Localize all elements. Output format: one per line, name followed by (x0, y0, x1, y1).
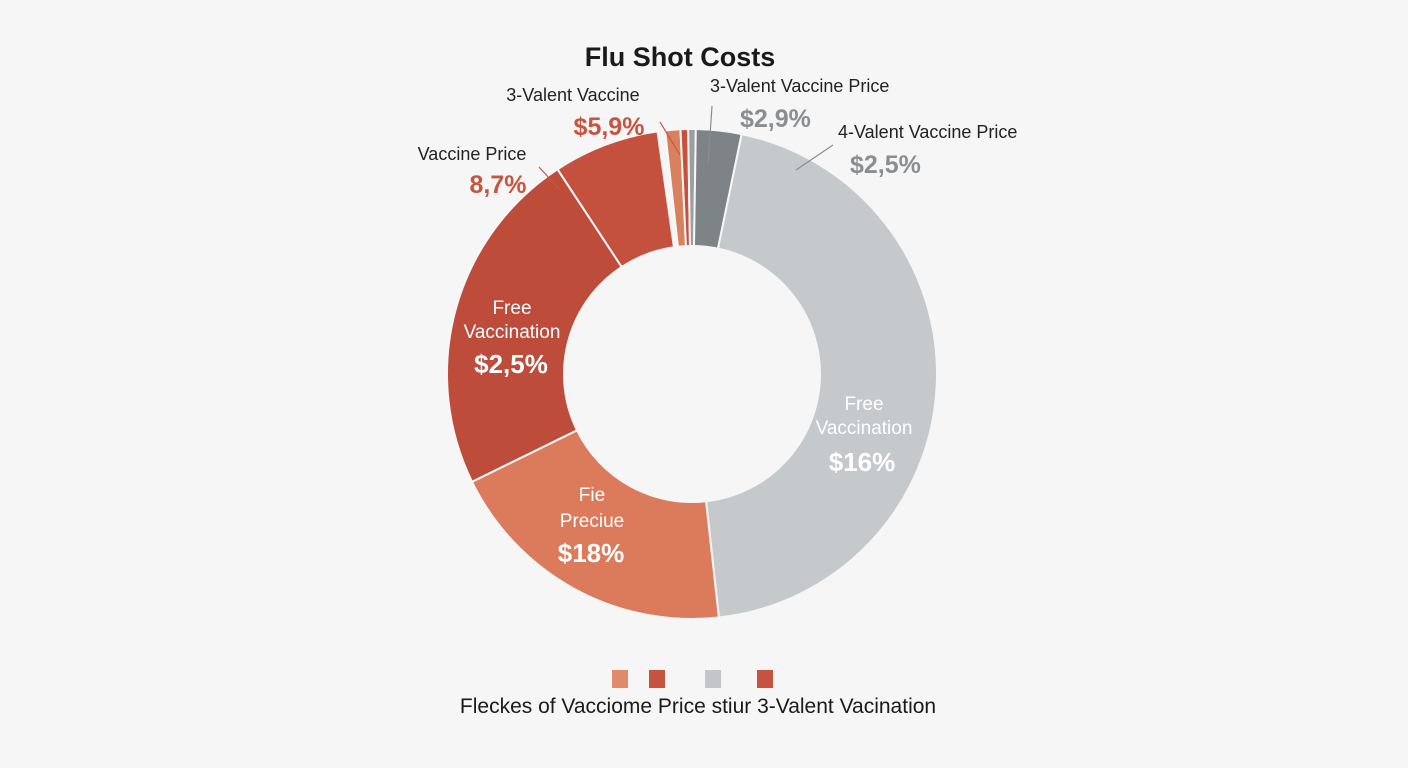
slice-value-free-vaccination-left: $2,5% (474, 349, 548, 379)
slice-value-vaccine-price: 8,7% (470, 171, 527, 199)
leader-line-vaccine-price (538, 166, 561, 191)
slice-label-free-vaccination-left-line2: Vaccination (464, 322, 561, 343)
pie-slices (446, 127, 938, 620)
chart-title: Flu Shot Costs (585, 42, 776, 72)
slice-value-3-valent-vaccine: $5,9% (574, 113, 645, 141)
slice-label-free-vaccination-right-line1: Free (844, 394, 883, 415)
slice-value-free-vaccination-right: $16% (829, 447, 896, 477)
legend-swatch-2 (705, 670, 721, 688)
legend (612, 670, 773, 688)
leader-line-3-valent-vaccine (659, 121, 681, 156)
slice-value-fie-preciue: $18% (558, 538, 625, 568)
donut-hole (564, 246, 820, 502)
slice-label-fie-preciue-line2: Preciue (560, 511, 624, 532)
legend-text: Fleckes of Vacciome Price stiur 3-Valent… (460, 695, 936, 718)
slice-label-fie-preciue-line1: Fie (579, 485, 605, 506)
legend-swatch-1 (649, 670, 665, 688)
slice-value-4-valent-vaccine-price: $2,5% (850, 151, 921, 179)
leader-line-4-valent-vaccine-price (795, 144, 834, 171)
slice-label-vaccine-price: Vaccine Price (418, 144, 527, 164)
slice-label-3-valent-vaccine: 3-Valent Vaccine (506, 85, 639, 105)
slice-label-4-valent-vaccine-price: 4-Valent Vaccine Price (838, 122, 1017, 142)
slice-label-3-valent-vaccine-price: 3-Valent Vaccine Price (710, 76, 889, 96)
legend-swatch-0 (612, 670, 628, 688)
leader-line-3-valent-vaccine-price (707, 105, 713, 166)
slice-value-3-valent-vaccine-price: $2,9% (740, 105, 811, 133)
slice-label-free-vaccination-right-line2: Vaccination (816, 418, 913, 439)
legend-swatch-3 (757, 670, 773, 688)
slice-label-free-vaccination-left-line1: Free (492, 298, 531, 319)
